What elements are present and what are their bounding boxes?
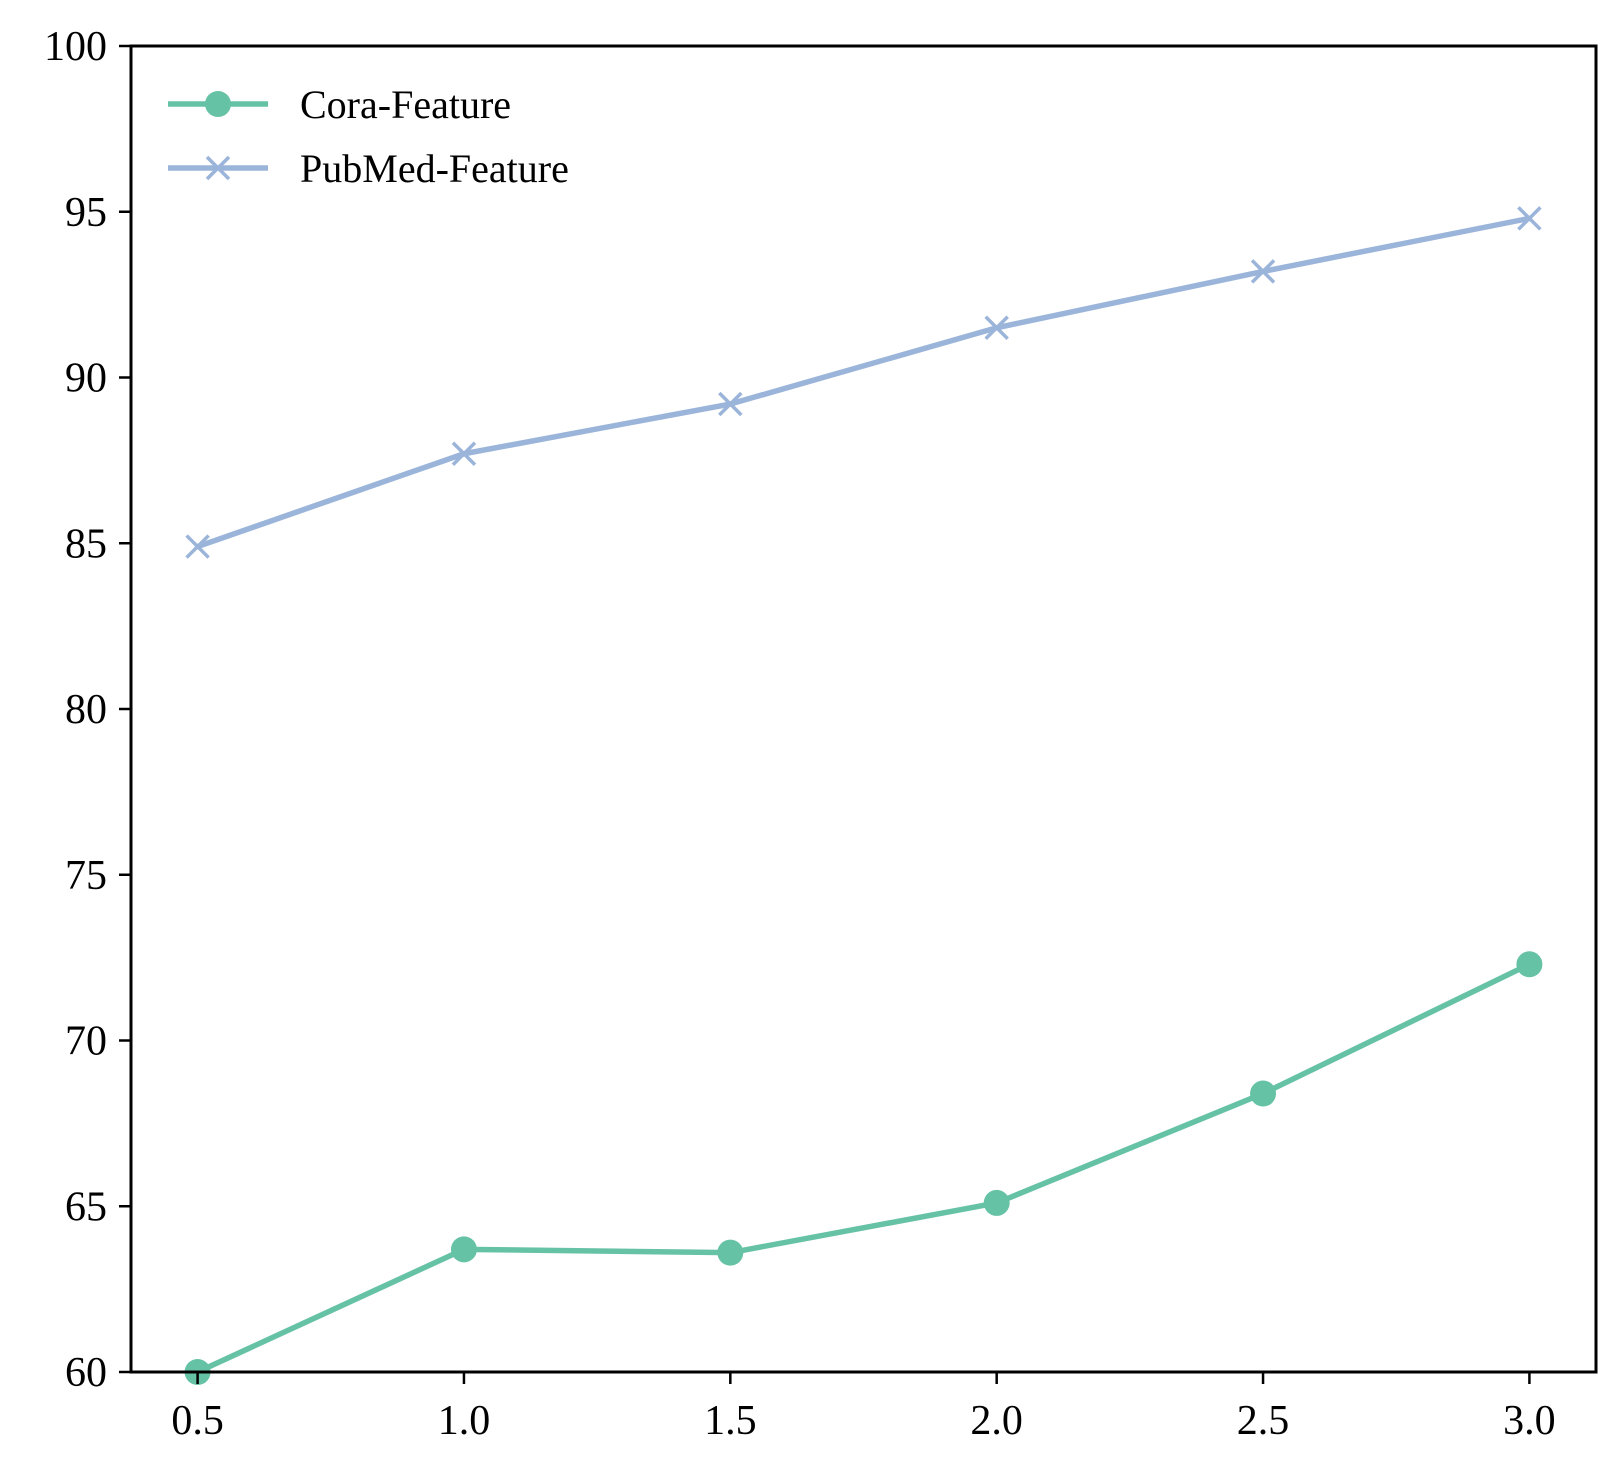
legend-item-cora-feature: Cora-Feature: [168, 82, 511, 127]
y-tick-label: 95: [65, 190, 107, 236]
y-axis: 60 65 70 75 80 85 90 95 100: [44, 24, 131, 1396]
x-tick-label: 1.5: [704, 1398, 757, 1444]
x-tick-label: 3.0: [1503, 1398, 1556, 1444]
y-tick-label: 70: [65, 1019, 107, 1065]
series-line-cora-feature: [194, 961, 1533, 1375]
data-point-cora-feature: [1250, 1080, 1277, 1107]
data-point-pubmed-feature: [984, 315, 1009, 341]
data-point-cora-feature: [983, 1189, 1010, 1216]
y-tick-label: 65: [65, 1184, 107, 1230]
data-point-pubmed-feature: [1517, 206, 1542, 231]
x-tick-label: 0.5: [171, 1398, 224, 1444]
data-point-pubmed-feature: [1250, 259, 1276, 284]
y-tick-label: 90: [65, 356, 107, 402]
legend-label: PubMed-Feature: [300, 146, 569, 191]
data-point-pubmed-feature: [718, 391, 743, 417]
y-tick-label: 100: [44, 24, 107, 70]
legend-item-pubmed-feature: PubMed-Feature: [168, 146, 569, 191]
x-tick-label: 2.5: [1237, 1398, 1290, 1444]
x-axis: 0.5 1.0 1.5 2.0 2.5 3.0: [171, 1372, 1556, 1444]
legend: Cora-Feature PubMed-Feature: [168, 82, 569, 191]
data-point-cora-feature: [1516, 951, 1543, 978]
y-tick-label: 85: [65, 521, 107, 567]
series-pubmed-feature: [185, 206, 1542, 559]
series-layer: [184, 206, 1543, 1385]
y-tick-label: 80: [65, 687, 107, 733]
x-tick-label: 2.0: [970, 1398, 1023, 1444]
series-line-pubmed-feature: [194, 215, 1533, 550]
x-tick-label: 1.0: [438, 1398, 491, 1444]
legend-marker: [205, 91, 231, 117]
legend-marker: [205, 155, 231, 181]
data-point-cora-feature: [450, 1236, 477, 1263]
series-cora-feature: [184, 951, 1543, 1385]
data-point-pubmed-feature: [185, 534, 210, 559]
data-point-pubmed-feature: [451, 441, 477, 466]
legend-label: Cora-Feature: [300, 82, 511, 127]
data-point-cora-feature: [717, 1239, 744, 1266]
y-tick-label: 75: [65, 853, 107, 899]
y-tick-label: 60: [65, 1350, 107, 1396]
